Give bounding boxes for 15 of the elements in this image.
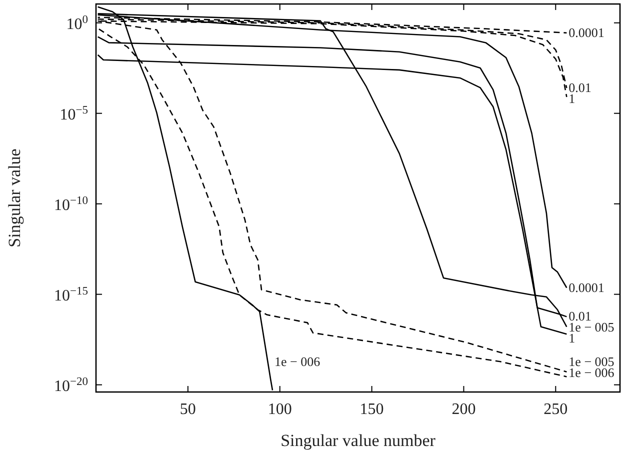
x-tick-label: 250: [544, 401, 568, 418]
x-tick-label: 100: [268, 401, 292, 418]
series-label: 1e − 006: [274, 354, 321, 369]
y-tick-label: 10$^{−20}$: [54, 376, 88, 395]
x-axis-title: Singular value number: [280, 431, 436, 450]
x-tick-label: 200: [452, 401, 476, 418]
series-label: 0.0001: [568, 24, 604, 40]
y-tick-label: 10$^{0}$: [66, 14, 88, 33]
legend-label: 0.0001: [568, 280, 604, 295]
y-tick-label: 10$^{−5}$: [60, 104, 88, 124]
x-tick-label: 150: [360, 401, 384, 418]
y-tick-label: 10$^{−15}$: [54, 285, 88, 304]
x-tick-label: 50: [180, 401, 196, 418]
y-tick-label: 10$^{−10}$: [54, 194, 88, 214]
y-axis-title: Singular value: [5, 148, 24, 248]
